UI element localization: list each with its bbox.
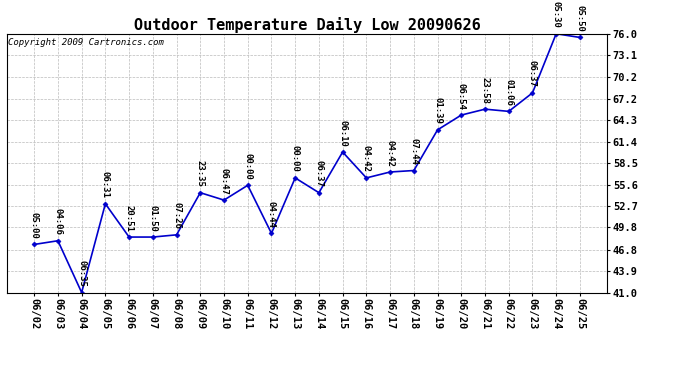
Text: 06:37: 06:37 [315,160,324,187]
Text: 07:44: 07:44 [409,138,418,165]
Text: 04:44: 04:44 [267,201,276,228]
Text: 04:06: 04:06 [53,209,62,235]
Text: 07:26: 07:26 [172,202,181,229]
Text: 01:50: 01:50 [148,205,157,231]
Text: 06:54: 06:54 [457,82,466,110]
Text: Copyright 2009 Cartronics.com: Copyright 2009 Cartronics.com [8,38,164,46]
Title: Outdoor Temperature Daily Low 20090626: Outdoor Temperature Daily Low 20090626 [134,16,480,33]
Text: 23:35: 23:35 [196,160,205,187]
Text: 06:37: 06:37 [528,60,537,87]
Text: 05:00: 05:00 [30,212,39,239]
Text: 04:42: 04:42 [362,146,371,172]
Text: 05:50: 05:50 [575,5,584,32]
Text: 01:39: 01:39 [433,98,442,124]
Text: 05:30: 05:30 [552,2,561,28]
Text: 06:10: 06:10 [338,120,347,147]
Text: 00:00: 00:00 [290,146,299,172]
Text: 06:31: 06:31 [101,171,110,198]
Text: 00:00: 00:00 [244,153,253,180]
Text: 01:06: 01:06 [504,79,513,106]
Text: 20:51: 20:51 [125,205,134,231]
Text: 06:35: 06:35 [77,260,86,287]
Text: 23:58: 23:58 [480,77,489,104]
Text: 06:47: 06:47 [219,168,228,195]
Text: 04:42: 04:42 [386,140,395,166]
